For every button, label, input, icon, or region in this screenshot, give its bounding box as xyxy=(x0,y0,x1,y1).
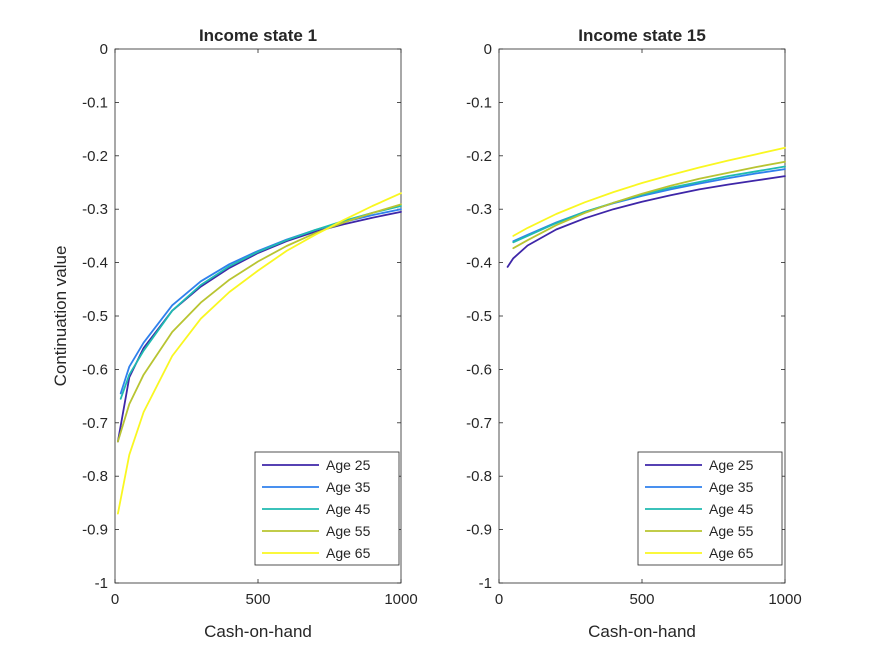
y-tick-label: -0.5 xyxy=(82,308,108,325)
x-axis-label: Cash-on-hand xyxy=(588,622,696,641)
legend-label: Age 65 xyxy=(709,545,754,561)
legend-label: Age 25 xyxy=(326,457,371,473)
y-tick-label: -0.6 xyxy=(82,361,108,378)
x-tick-label: 1000 xyxy=(384,591,417,608)
y-tick-label: -0.5 xyxy=(466,308,492,325)
chart-panel-2: -1 -0.9 -0.8 -0.7 -0.6 -0.5 -0.4 -0.3 -0.2 -0.1 0 0… xyxy=(466,26,802,641)
legend: Age 25 Age 35 Age 45 Age 55 Age 65 xyxy=(637,451,783,566)
y-tick-label: -0.3 xyxy=(82,201,108,218)
y-tick-label: -0.2 xyxy=(466,148,492,165)
series-line-age-55 xyxy=(512,160,786,250)
series-line-age-25 xyxy=(117,210,402,443)
y-axis-label: Continuation value xyxy=(51,246,70,387)
x-tick-label: 500 xyxy=(629,591,654,608)
legend-label: Age 55 xyxy=(326,523,371,539)
y-tick-label: -0.9 xyxy=(82,522,108,539)
y-tick-label: -0.8 xyxy=(466,468,492,485)
y-tick-label: -0.8 xyxy=(82,468,108,485)
legend: Age 25 Age 35 Age 45 Age 55 Age 65 xyxy=(254,451,400,566)
y-tick-label: 0 xyxy=(484,41,492,58)
legend-label: Age 55 xyxy=(709,523,754,539)
x-axis-label: Cash-on-hand xyxy=(204,622,312,641)
y-tick-label: -0.6 xyxy=(466,361,492,378)
y-tick-label: -0.4 xyxy=(466,255,492,272)
y-tick-label: -0.1 xyxy=(466,94,492,111)
series-line-age-25 xyxy=(506,175,786,268)
y-tick-label: -0.2 xyxy=(82,148,108,165)
x-tick-label: 0 xyxy=(495,591,503,608)
y-tick-label: -0.1 xyxy=(82,94,108,111)
y-tick-label: -1 xyxy=(95,575,108,592)
series-line-age-65 xyxy=(512,146,786,237)
series-line-age-45 xyxy=(512,165,786,244)
legend-label: Age 35 xyxy=(326,479,371,495)
y-tick-label: -0.9 xyxy=(466,522,492,539)
legend-label: Age 35 xyxy=(709,479,754,495)
chart-title: Income state 1 xyxy=(199,26,317,45)
y-tick-label: -0.4 xyxy=(82,255,108,272)
legend-label: Age 25 xyxy=(709,457,754,473)
x-tick-label: 1000 xyxy=(768,591,801,608)
chart-title: Income state 15 xyxy=(578,26,706,45)
x-tick-label: 500 xyxy=(245,591,270,608)
series-line-age-55 xyxy=(117,203,402,443)
series-line-age-45 xyxy=(119,205,402,400)
chart-panel-1: -1 -0.9 -0.8 -0.7 -0.6 -0.5 -0.4 -0.3 -0.2 -0.1 0 0… xyxy=(51,26,418,641)
legend-label: Age 45 xyxy=(326,501,371,517)
legend-label: Age 45 xyxy=(709,501,754,517)
y-tick-label: -0.3 xyxy=(466,201,492,218)
y-tick-label: -0.7 xyxy=(82,415,108,432)
y-tick-label: 0 xyxy=(100,41,108,58)
series-line-age-65 xyxy=(117,192,402,515)
y-tick-label: -1 xyxy=(479,575,492,592)
legend-label: Age 65 xyxy=(326,545,371,561)
x-tick-label: 0 xyxy=(111,591,119,608)
y-tick-label: -0.7 xyxy=(466,415,492,432)
